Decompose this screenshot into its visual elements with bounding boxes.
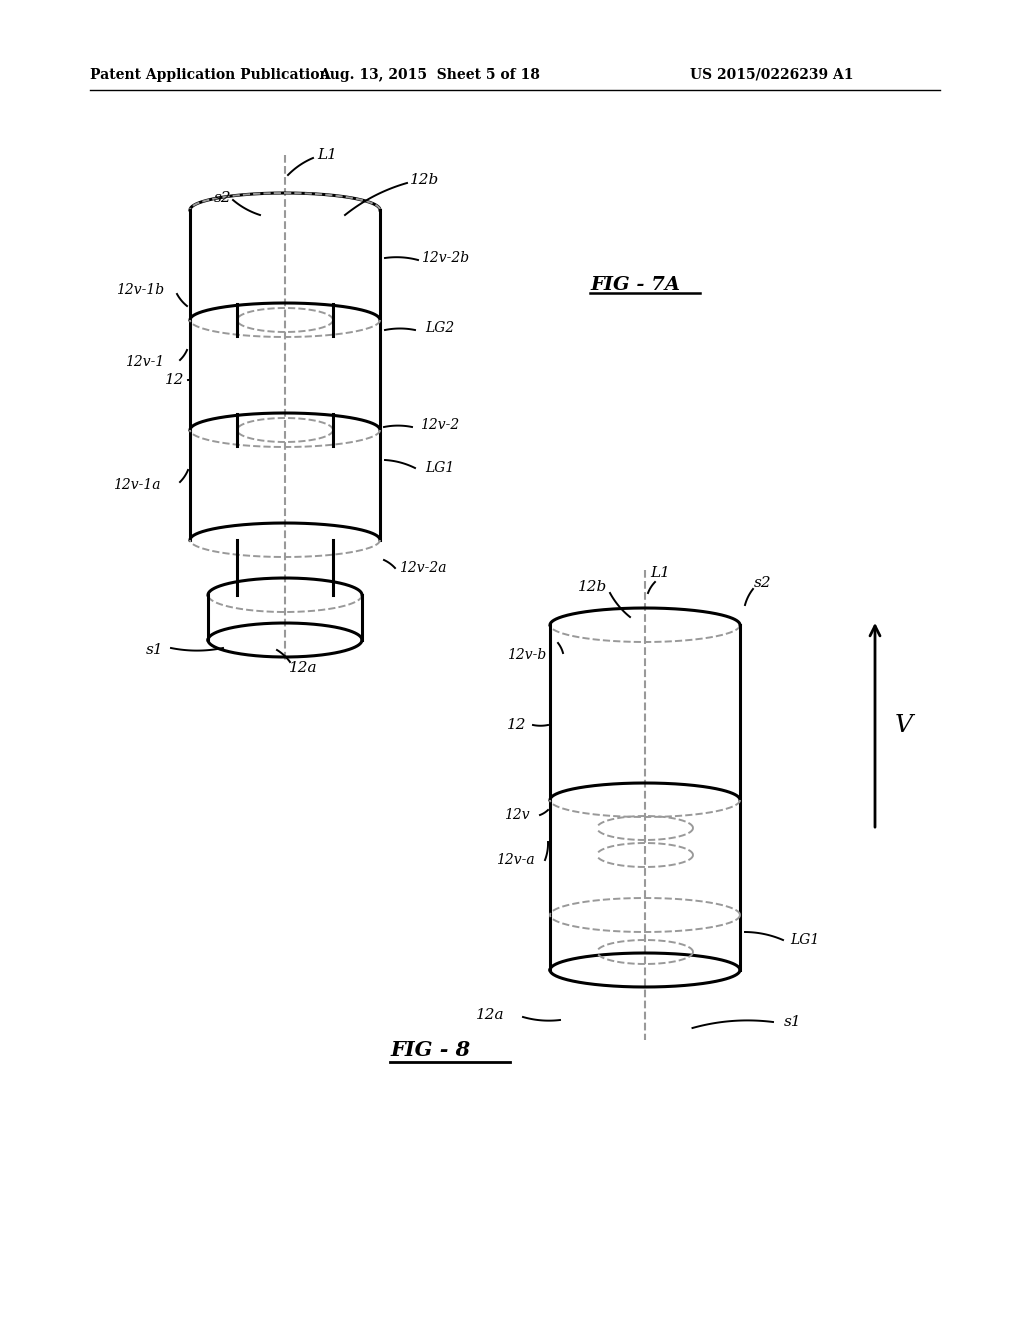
Text: 12v-2b: 12v-2b bbox=[421, 251, 469, 265]
Text: 12v-b: 12v-b bbox=[507, 648, 547, 663]
Text: 12a: 12a bbox=[289, 661, 317, 675]
Text: 12: 12 bbox=[165, 374, 184, 387]
Text: Aug. 13, 2015  Sheet 5 of 18: Aug. 13, 2015 Sheet 5 of 18 bbox=[319, 69, 541, 82]
Text: s1: s1 bbox=[146, 643, 164, 657]
Text: 12a: 12a bbox=[476, 1008, 504, 1022]
Text: US 2015/0226239 A1: US 2015/0226239 A1 bbox=[690, 69, 853, 82]
Text: LG2: LG2 bbox=[425, 321, 455, 335]
Text: s2: s2 bbox=[755, 576, 772, 590]
Text: V: V bbox=[895, 714, 913, 737]
Text: 12v-1a: 12v-1a bbox=[114, 478, 161, 492]
Text: 12b: 12b bbox=[411, 173, 439, 187]
Text: FIG - 7A: FIG - 7A bbox=[590, 276, 680, 294]
Text: 12v-1: 12v-1 bbox=[125, 355, 165, 370]
Text: Patent Application Publication: Patent Application Publication bbox=[90, 69, 330, 82]
Text: s1: s1 bbox=[784, 1015, 802, 1030]
Text: FIG - 8: FIG - 8 bbox=[390, 1040, 470, 1060]
Text: 12: 12 bbox=[507, 718, 526, 733]
Text: LG1: LG1 bbox=[425, 461, 455, 475]
Text: 12v-1b: 12v-1b bbox=[116, 282, 164, 297]
Text: LG1: LG1 bbox=[791, 933, 819, 946]
Text: 12v-2a: 12v-2a bbox=[399, 561, 446, 576]
Text: 12v-a: 12v-a bbox=[496, 853, 535, 867]
Text: L1: L1 bbox=[317, 148, 337, 162]
Text: L1: L1 bbox=[650, 566, 670, 579]
Text: 12b: 12b bbox=[579, 579, 607, 594]
Text: 12v-2: 12v-2 bbox=[421, 418, 460, 432]
Text: s2: s2 bbox=[214, 191, 231, 205]
Text: 12v: 12v bbox=[504, 808, 529, 822]
